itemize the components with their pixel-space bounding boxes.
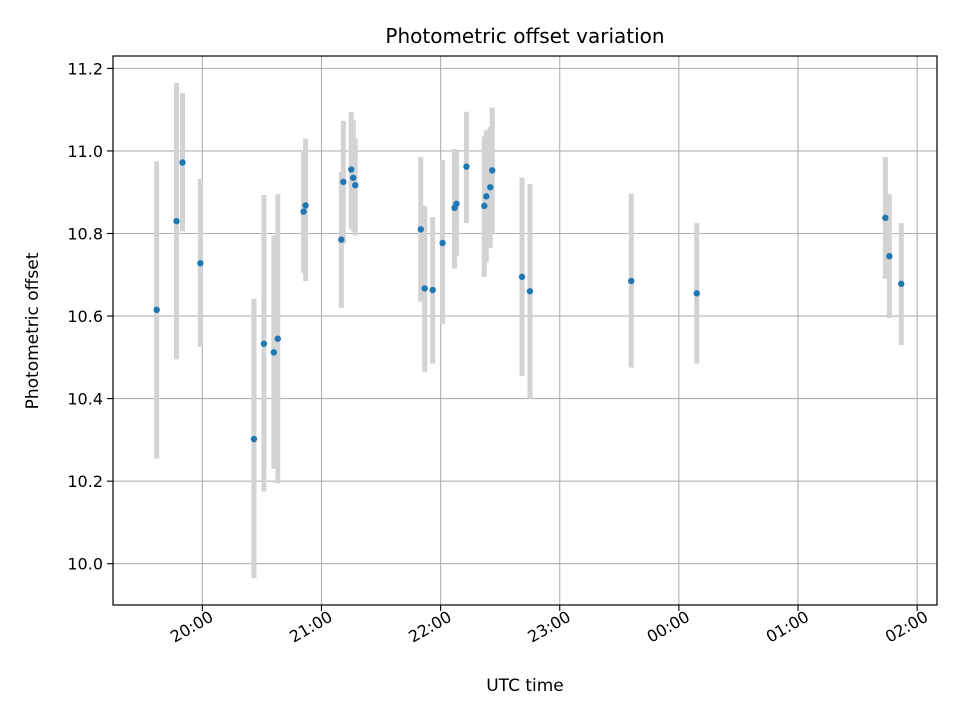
data-point [352, 182, 359, 189]
data-point [481, 202, 488, 210]
data-point [483, 193, 490, 200]
data-point [628, 277, 635, 285]
data-point [886, 252, 893, 260]
data-point [417, 226, 424, 233]
data-point [882, 214, 889, 222]
data-point [270, 349, 278, 356]
data-point [518, 273, 526, 281]
data-point [453, 200, 460, 207]
data-point [197, 260, 204, 267]
data-point [340, 178, 347, 186]
data-point [350, 174, 357, 181]
data-point [338, 236, 345, 243]
data-point [693, 290, 700, 297]
data-point [300, 208, 307, 215]
data-point [173, 217, 180, 225]
y-axis-label: Photometric offset [23, 252, 43, 409]
grid [113, 56, 937, 605]
data-point [463, 163, 470, 170]
data-point [274, 335, 281, 342]
data-point [348, 166, 355, 173]
data-point [179, 159, 186, 166]
data-point [439, 239, 446, 247]
y-tick-label: 10.8 [67, 224, 103, 243]
data-point [153, 306, 160, 314]
data-point [421, 285, 428, 292]
data-point [898, 280, 905, 288]
data-point [260, 340, 268, 347]
data-points [153, 159, 905, 443]
x-axis-label: UTC time [486, 676, 564, 696]
y-axis-ticks: 10.0 10.2 10.4 10.6 10.8 11.0 11.2 [67, 59, 113, 574]
data-point [250, 435, 258, 443]
data-point [526, 288, 534, 295]
y-tick-label: 10.2 [67, 472, 103, 491]
y-tick-label: 11.2 [67, 59, 103, 78]
data-point [489, 167, 496, 174]
data-point [302, 202, 309, 209]
plot-frame [112, 55, 938, 606]
y-tick-label: 11.0 [67, 142, 103, 161]
y-tick-label: 10.0 [67, 555, 103, 574]
chart-title: Photometric offset variation [385, 24, 664, 48]
data-point [487, 184, 494, 191]
y-tick-label: 10.6 [67, 307, 103, 326]
data-point [429, 286, 436, 294]
y-tick-label: 10.4 [67, 390, 103, 409]
